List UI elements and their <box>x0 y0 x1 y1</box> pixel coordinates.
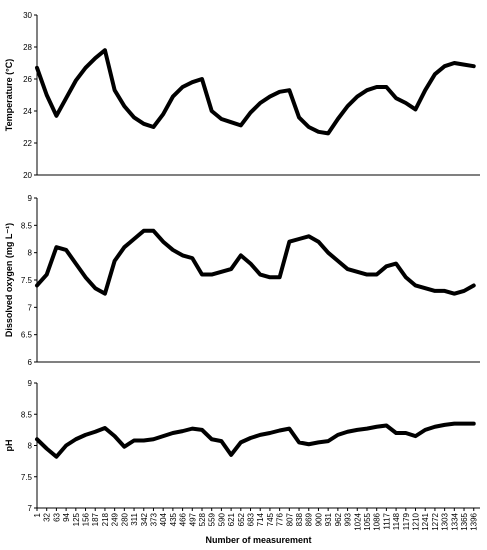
x-tick-label: 1 <box>33 512 42 517</box>
x-tick-label: 435 <box>169 512 178 526</box>
x-tick-label: 869 <box>305 512 314 526</box>
x-tick-label: 311 <box>130 512 139 525</box>
x-tick-label: 94 <box>62 512 71 521</box>
x-tick-label: 807 <box>285 512 294 526</box>
y-tick-label: 8.5 <box>21 410 33 419</box>
y-axis-label: pH <box>4 440 14 452</box>
x-tick-label: 156 <box>82 512 91 526</box>
x-tick-label: 993 <box>344 512 353 526</box>
x-tick-label: 745 <box>266 512 275 526</box>
x-tick-label: 838 <box>295 512 304 526</box>
y-tick-label: 7 <box>28 303 33 312</box>
y-tick-label: 8 <box>28 249 33 258</box>
x-tick-label: 621 <box>227 512 236 526</box>
y-tick-label: 9 <box>28 379 33 388</box>
x-axis-label: Number of measurement <box>205 535 311 545</box>
x-tick-label: 590 <box>217 512 226 526</box>
x-tick-label: 1210 <box>412 512 421 530</box>
x-tick-label: 1272 <box>431 512 440 530</box>
x-tick-label: 125 <box>72 512 81 526</box>
x-tick-label: 1365 <box>460 512 469 530</box>
x-tick-label: 1055 <box>363 512 372 530</box>
x-tick-label: 218 <box>101 512 110 526</box>
x-tick-label: 776 <box>276 512 285 526</box>
y-axis-label: Dissolved oxygen (mg L⁻¹) <box>4 223 14 337</box>
y-tick-label: 30 <box>23 11 32 20</box>
x-tick-label: 280 <box>120 512 129 526</box>
x-tick-label: 466 <box>179 512 188 526</box>
y-tick-label: 8.5 <box>21 221 33 230</box>
y-tick-label: 7.5 <box>21 473 33 482</box>
x-tick-label: 559 <box>208 512 217 526</box>
y-tick-label: 22 <box>23 139 32 148</box>
x-tick-label: 1179 <box>402 512 411 530</box>
x-tick-label: 249 <box>111 512 120 526</box>
y-tick-label: 6.5 <box>21 331 33 340</box>
data-line <box>35 48 476 136</box>
x-tick-label: 714 <box>256 512 265 526</box>
y-axis-label: Temperature (°C) <box>4 59 14 131</box>
x-tick-label: 32 <box>43 512 52 521</box>
x-tick-label: 962 <box>334 512 343 526</box>
y-tick-label: 28 <box>23 43 32 52</box>
x-tick-label: 1148 <box>392 512 401 530</box>
y-tick-label: 24 <box>23 107 32 116</box>
y-tick-label: 9 <box>28 194 33 203</box>
x-tick-label: 187 <box>91 512 100 526</box>
x-tick-label: 931 <box>324 512 333 526</box>
x-tick-label: 1024 <box>353 512 362 530</box>
x-tick-label: 1396 <box>470 512 479 530</box>
x-tick-label: 373 <box>149 512 158 526</box>
x-tick-label: 1241 <box>421 512 430 530</box>
y-tick-label: 7 <box>28 504 33 513</box>
x-tick-label: 1334 <box>450 512 459 530</box>
y-tick-label: 7.5 <box>21 276 33 285</box>
y-tick-label: 26 <box>23 75 32 84</box>
x-tick-label: 1303 <box>441 512 450 530</box>
y-tick-label: 8 <box>28 442 33 451</box>
x-tick-label: 342 <box>140 512 149 526</box>
x-tick-label: 900 <box>314 512 323 526</box>
y-tick-label: 20 <box>23 171 32 180</box>
x-tick-label: 497 <box>188 512 197 526</box>
x-tick-label: 1117 <box>382 512 391 529</box>
x-tick-label: 404 <box>159 512 168 526</box>
data-line <box>35 228 476 296</box>
x-tick-label: 683 <box>247 512 256 526</box>
x-tick-label: 63 <box>52 512 61 521</box>
y-tick-label: 6 <box>28 358 33 367</box>
data-line <box>35 421 476 459</box>
x-tick-label: 652 <box>237 512 246 526</box>
x-tick-label: 528 <box>198 512 207 526</box>
x-tick-label: 1086 <box>373 512 382 530</box>
